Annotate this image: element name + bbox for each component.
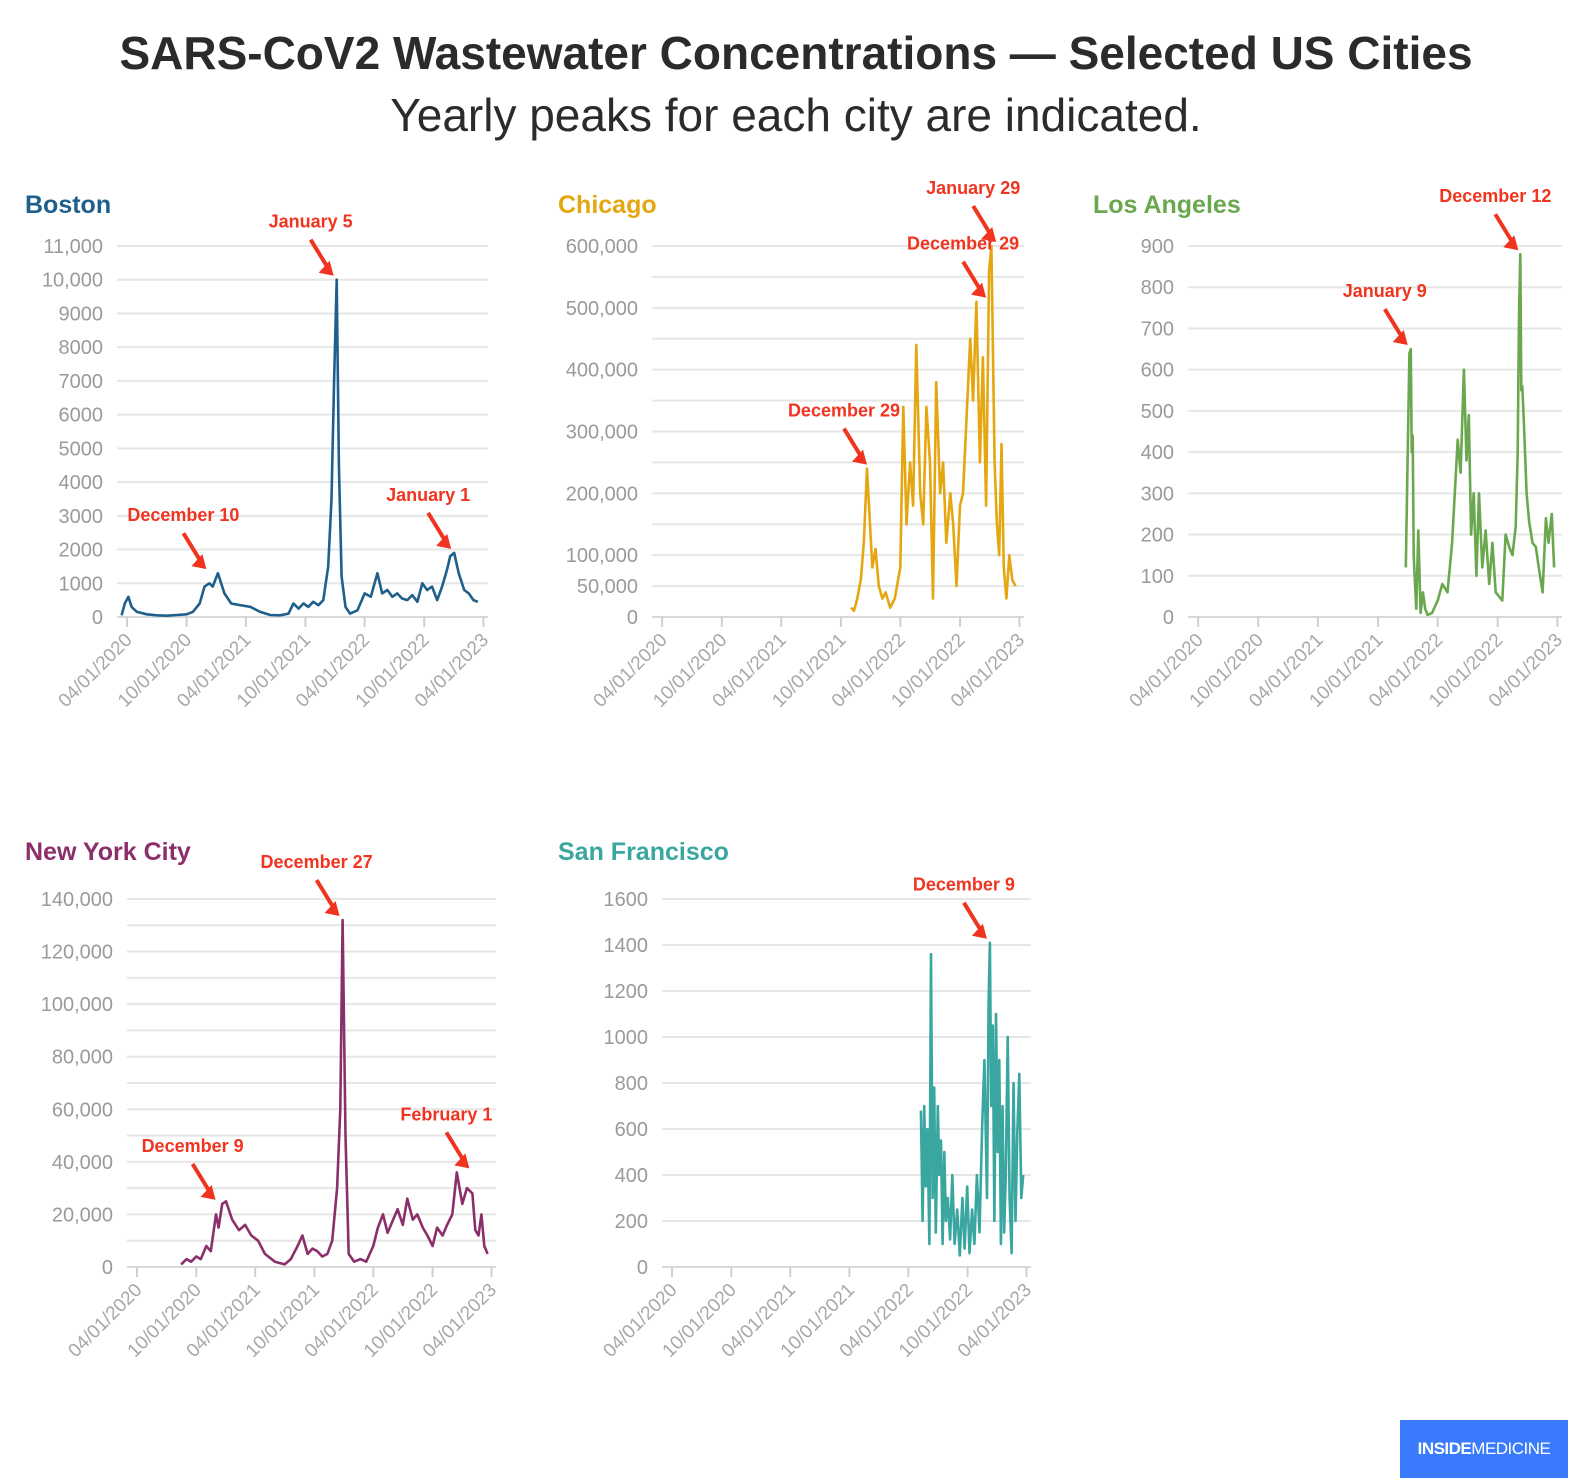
los-angeles-annotation-label-january-9: January 9 — [1343, 281, 1427, 301]
chicago-annotation-label-december-29: December 29 — [907, 234, 1019, 254]
new-york-city-series-line — [180, 918, 489, 1266]
boston-series-line — [120, 278, 479, 618]
los-angeles-y-tick-label: 800 — [1141, 277, 1174, 299]
san-francisco-y-tick-label: 400 — [615, 1165, 648, 1187]
chicago-annotation-arrowhead-december-29 — [971, 282, 987, 298]
chicago-annotation-label-january-29: January 29 — [926, 178, 1020, 198]
page-title: SARS-CoV2 Wastewater Concentrations — Se… — [119, 27, 1473, 79]
boston-annotation-label-january-1: January 1 — [386, 485, 470, 505]
new-york-city-y-tick-label: 80,000 — [52, 1047, 113, 1069]
san-francisco-annotation-arrowhead-december-9 — [971, 923, 987, 939]
chicago-y-tick-label: 100,000 — [566, 545, 638, 567]
san-francisco-series-line — [919, 941, 1025, 1257]
san-francisco-y-tick-label: 1000 — [604, 1027, 649, 1049]
los-angeles-y-tick-label: 500 — [1141, 401, 1174, 423]
new-york-city-annotation-arrowhead-december-27 — [324, 901, 340, 917]
chicago-y-tick-label: 50,000 — [577, 576, 638, 598]
los-angeles-annotation-arrowhead-december-12 — [1503, 235, 1519, 251]
boston-y-tick-label: 11,000 — [43, 236, 103, 258]
logo-part-inside: INSIDE — [1417, 1439, 1472, 1458]
san-francisco-y-tick-label: 200 — [615, 1211, 648, 1233]
boston-y-tick-label: 0 — [92, 607, 103, 629]
los-angeles-annotation-arrowhead-january-9 — [1392, 330, 1408, 346]
chicago-y-tick-label: 0 — [627, 607, 638, 629]
new-york-city-y-tick-label: 40,000 — [52, 1152, 113, 1174]
boston-annotation-label-january-5: January 5 — [269, 212, 353, 232]
chicago-annotation-arrowhead-january-29 — [981, 227, 997, 242]
boston-y-tick-label: 2000 — [59, 540, 104, 562]
new-york-city-y-tick-label: 140,000 — [41, 889, 113, 911]
los-angeles-annotation-label-december-12: December 12 — [1439, 186, 1551, 206]
inside-medicine-logo: INSIDE MEDICINE — [1400, 1420, 1568, 1478]
page-subtitle: Yearly peaks for each city are indicated… — [390, 89, 1202, 141]
boston-y-tick-label: 8000 — [59, 337, 104, 359]
chicago-annotation-arrowhead-december-29 — [851, 449, 867, 465]
boston-annotation-label-december-10: December 10 — [127, 505, 239, 525]
san-francisco-y-tick-label: 600 — [615, 1119, 648, 1141]
los-angeles-series-line — [1404, 252, 1556, 617]
chicago-series-line — [850, 244, 1017, 613]
boston-chart-title: Boston — [25, 191, 111, 219]
los-angeles-y-tick-label: 400 — [1141, 442, 1174, 464]
los-angeles-y-tick-label: 900 — [1141, 236, 1174, 258]
los-angeles-y-tick-label: 700 — [1141, 318, 1174, 340]
new-york-city-annotation-label-december-9: December 9 — [142, 1136, 244, 1156]
boston-y-tick-label: 3000 — [59, 506, 104, 528]
new-york-city-annotation-arrowhead-december-9 — [200, 1184, 216, 1200]
boston-annotation-arrowhead-january-1 — [436, 533, 452, 549]
boston-y-tick-label: 5000 — [59, 438, 104, 460]
los-angeles-chart-title: Los Angeles — [1093, 191, 1241, 219]
chicago-y-tick-label: 300,000 — [566, 422, 638, 444]
new-york-city-chart-title: New York City — [25, 838, 191, 866]
chicago-y-tick-label: 200,000 — [566, 483, 638, 505]
new-york-city-y-tick-label: 120,000 — [41, 942, 113, 964]
new-york-city-y-tick-label: 20,000 — [52, 1204, 113, 1226]
san-francisco-chart-title: San Francisco — [558, 838, 729, 866]
new-york-city-annotation-label-february-1: February 1 — [400, 1104, 492, 1124]
new-york-city-annotation-label-december-27: December 27 — [261, 852, 373, 872]
los-angeles-y-tick-label: 0 — [1163, 607, 1174, 629]
boston-y-tick-label: 10,000 — [42, 270, 103, 292]
san-francisco-y-tick-label: 1400 — [604, 935, 649, 957]
chicago-y-tick-label: 500,000 — [566, 298, 638, 320]
boston-y-tick-label: 9000 — [59, 303, 104, 325]
chicago-y-tick-label: 400,000 — [566, 360, 638, 382]
san-francisco-y-tick-label: 1200 — [604, 981, 649, 1003]
boston-y-tick-label: 7000 — [59, 371, 104, 393]
new-york-city-y-tick-label: 100,000 — [41, 994, 113, 1016]
san-francisco-annotation-label-december-9: December 9 — [913, 875, 1015, 895]
san-francisco-y-tick-label: 0 — [637, 1257, 648, 1279]
san-francisco-y-tick-label: 1600 — [604, 889, 649, 911]
boston-annotation-arrowhead-december-10 — [191, 554, 207, 570]
san-francisco-y-tick-label: 800 — [615, 1073, 648, 1095]
boston-y-tick-label: 1000 — [59, 573, 104, 595]
new-york-city-y-tick-label: 0 — [102, 1257, 113, 1279]
los-angeles-y-tick-label: 300 — [1141, 483, 1174, 505]
boston-y-tick-label: 6000 — [59, 405, 104, 427]
boston-y-tick-label: 4000 — [59, 472, 104, 494]
chicago-chart-title: Chicago — [558, 191, 657, 219]
boston-annotation-arrowhead-january-5 — [318, 260, 334, 276]
los-angeles-y-tick-label: 200 — [1141, 525, 1174, 547]
logo-part-medicine: MEDICINE — [1471, 1439, 1551, 1458]
los-angeles-y-tick-label: 600 — [1141, 360, 1174, 382]
new-york-city-annotation-arrowhead-february-1 — [454, 1153, 470, 1169]
chicago-y-tick-label: 600,000 — [566, 236, 638, 258]
chicago-annotation-label-december-29: December 29 — [788, 401, 900, 421]
new-york-city-y-tick-label: 60,000 — [52, 1099, 113, 1121]
los-angeles-y-tick-label: 100 — [1141, 566, 1174, 588]
